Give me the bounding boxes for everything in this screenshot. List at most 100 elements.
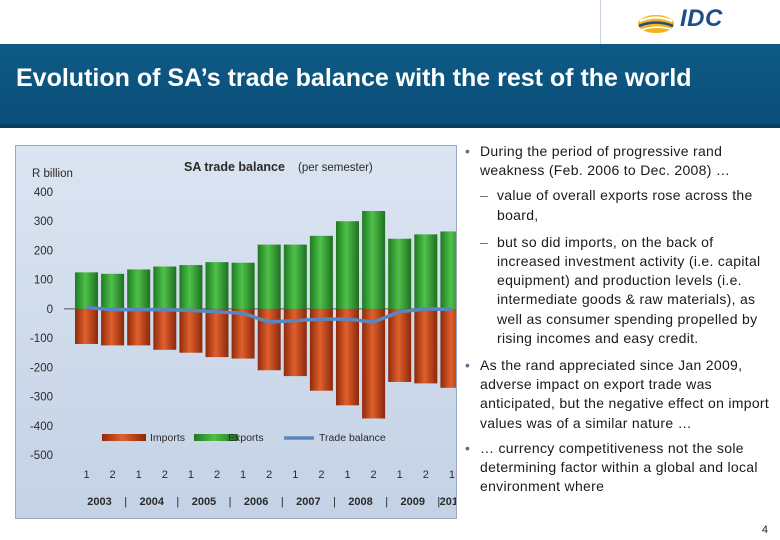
x-tick-label: 1: [83, 469, 89, 481]
export-bar: [362, 210, 386, 309]
year-label: 2007: [296, 496, 320, 508]
bullet-item: • … currency competitiveness not the sole…: [462, 439, 774, 497]
export-bar: [414, 234, 438, 309]
idc-logo-icon: [638, 15, 674, 33]
import-bar: [440, 308, 456, 388]
trade-balance-chart: SA trade balance (per semester) R billion 4…: [30, 160, 456, 508]
bullet-text: … currency competitiveness not the sole …: [480, 439, 758, 495]
legend-imports-label: Imports: [150, 432, 185, 444]
year-label: 2009: [401, 496, 425, 508]
import-bar: [101, 308, 125, 346]
export-bar: [205, 262, 229, 309]
y-tick-label: -500: [30, 450, 53, 462]
chart-subtitle: (per semester): [298, 162, 373, 174]
year-label: 2005: [192, 496, 216, 508]
x-tick-label: 2: [110, 469, 116, 481]
export-bar: [75, 272, 98, 309]
bullet-item: • As the rand appreciated since Jan 2009,…: [462, 356, 774, 433]
year-separator: |: [176, 496, 179, 508]
legend-exports-swatch: [194, 434, 238, 441]
year-separator: |: [229, 496, 232, 508]
y-tick-label: -200: [30, 362, 53, 374]
year-separator: |: [333, 496, 336, 508]
bullet-item: – value of overall exports rose across th…: [462, 186, 774, 224]
x-tick-label: 1: [136, 469, 142, 481]
logo-text: IDC: [680, 5, 723, 32]
x-tick-label: 2: [162, 469, 168, 481]
bullet-text: but so did imports, on the back of incre…: [497, 233, 761, 346]
import-bar: [362, 308, 386, 419]
y-axis-label: R billion: [32, 168, 73, 180]
export-bar: [283, 244, 307, 309]
export-bar: [153, 266, 177, 309]
export-bar: [231, 262, 255, 309]
export-bar: [440, 231, 456, 309]
x-tick-label: 1: [188, 469, 194, 481]
bullet-item: • During the period of progressive rand w…: [462, 142, 774, 180]
x-tick-label: 2: [214, 469, 220, 481]
import-bar: [153, 308, 177, 350]
y-tick-label: -400: [30, 421, 53, 433]
x-tick-label: 2: [266, 469, 272, 481]
y-tick-label: 400: [34, 187, 53, 199]
y-tick-label: 300: [34, 216, 53, 228]
export-bar: [101, 273, 125, 309]
import-bar: [75, 308, 98, 344]
x-tick-label: 1: [240, 469, 246, 481]
y-tick-label: -300: [30, 392, 53, 404]
y-tick-label: -100: [30, 333, 53, 345]
bullet-list: • During the period of progressive rand w…: [462, 142, 774, 502]
year-label: 2008: [348, 496, 372, 508]
bullet-text: value of overall exports rose across the…: [497, 187, 753, 223]
page-title: Evolution of SA’s trade balance with the…: [16, 64, 692, 92]
export-bar: [309, 235, 333, 309]
import-bar: [388, 308, 412, 382]
y-tick-label: 0: [47, 304, 53, 316]
chart-panel: SA trade balance (per semester) R billion 4…: [15, 145, 457, 519]
import-bar: [231, 308, 255, 359]
page-number: 4: [761, 524, 768, 536]
trade-balance-line: [86, 305, 452, 324]
year-separator: |: [124, 496, 127, 508]
bullet-marker: •: [465, 439, 471, 456]
bullet-marker: –: [480, 233, 489, 250]
year-label: 2004: [140, 496, 165, 508]
import-bar: [309, 308, 333, 391]
x-tick-label: 1: [397, 469, 403, 481]
export-bar: [257, 244, 281, 309]
legend-exports-label: Exports: [228, 432, 264, 444]
year-label: 2010: [440, 496, 456, 508]
bullet-marker: •: [465, 143, 471, 159]
x-tick-label: 1: [344, 469, 350, 481]
x-tick-label: 2: [371, 469, 377, 481]
bullet-text: As the rand appreciated since Jan 2009, …: [480, 357, 770, 431]
title-band: [0, 44, 780, 128]
bullet-marker: –: [480, 187, 489, 204]
x-tick-label: 1: [292, 469, 298, 481]
import-bar: [205, 308, 229, 358]
bullet-marker: •: [465, 357, 471, 374]
y-tick-label: 100: [34, 275, 53, 287]
year-separator: |: [281, 496, 284, 508]
import-bar: [127, 308, 151, 346]
year-label: 2003: [87, 496, 111, 508]
import-bar: [336, 308, 359, 406]
export-bar: [388, 238, 412, 309]
x-tick-label: 2: [318, 469, 324, 481]
import-bar: [283, 308, 307, 377]
export-bar: [127, 269, 151, 309]
year-separator: |: [437, 496, 440, 508]
legend-imports-swatch: [102, 434, 146, 441]
legend-balance-label: Trade balance: [319, 432, 386, 444]
y-tick-label: 200: [34, 245, 53, 257]
export-bar: [179, 265, 203, 309]
import-bar: [414, 308, 438, 384]
year-label: 2006: [244, 496, 268, 508]
chart-title: SA trade balance: [184, 160, 285, 174]
x-tick-label: 2: [423, 469, 429, 481]
import-bar: [179, 308, 203, 353]
bullet-text: During the period of progressive rand we…: [480, 143, 731, 179]
import-bar: [257, 308, 281, 371]
year-separator: |: [385, 496, 388, 508]
top-divider: [600, 0, 601, 44]
